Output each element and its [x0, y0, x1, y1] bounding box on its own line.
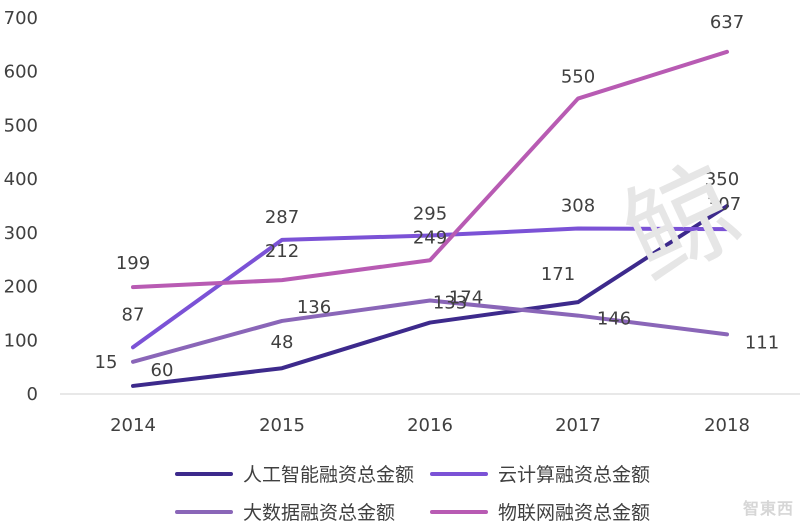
data-label-bigdata: 146	[597, 309, 631, 330]
x-tick-label: 2015	[259, 415, 305, 436]
legend-label-iot: 物联网融资总金额	[498, 502, 651, 524]
y-tick-label: 200	[4, 277, 38, 298]
legend-item-ai: 人工智能融资总金额	[175, 460, 414, 487]
series-line-bigdata	[131, 298, 729, 364]
logo-text: 智東西	[742, 499, 794, 518]
legend-swatch-bigdata	[175, 509, 233, 514]
legend-item-iot: 物联网融资总金额	[430, 498, 650, 525]
data-label-bigdata: 111	[745, 332, 779, 353]
data-label-iot: 212	[265, 241, 299, 262]
data-label-cloud: 308	[561, 196, 595, 217]
y-tick-label: 700	[4, 8, 38, 29]
data-label-bigdata: 174	[449, 288, 483, 309]
x-tick-label: 2018	[704, 415, 750, 436]
y-tick-label: 500	[4, 115, 38, 136]
chart-legend: 人工智能融资总金额 云计算融资总金额 大数据融资总金额 物联网融资总金额	[0, 452, 800, 524]
legend-label-ai: 人工智能融资总金额	[243, 464, 415, 486]
legend-label-bigdata: 大数据融资总金额	[243, 502, 396, 524]
legend-item-cloud: 云计算融资总金额	[430, 460, 650, 487]
series-line-iot	[131, 49, 729, 290]
data-label-cloud: 295	[413, 204, 447, 225]
x-tick-label: 2017	[555, 415, 601, 436]
data-label-ai: 171	[541, 264, 575, 285]
series-line-ai	[131, 204, 729, 388]
data-label-ai: 133	[433, 293, 467, 314]
data-label-bigdata: 136	[297, 297, 331, 318]
y-tick-label: 0	[27, 384, 38, 405]
data-label-cloud: 87	[122, 304, 145, 325]
legend-item-bigdata: 大数据融资总金额	[175, 498, 395, 525]
data-label-iot: 199	[116, 253, 150, 274]
data-label-ai: 15	[95, 352, 118, 373]
x-tick-label: 2014	[110, 415, 156, 436]
legend-swatch-cloud	[430, 471, 488, 476]
data-label-iot: 637	[710, 12, 744, 33]
data-label-bigdata: 60	[151, 360, 174, 381]
y-tick-label: 600	[4, 62, 38, 83]
data-label-iot: 550	[561, 67, 595, 88]
legend-label-cloud: 云计算融资总金额	[498, 464, 651, 486]
data-label-ai: 350	[705, 169, 739, 190]
series-line-cloud	[131, 226, 729, 350]
line-chart: 0 100 200 300 400 500 600 700 2014 2015 2016 2017 20…	[4, 8, 800, 436]
data-label-cloud: 287	[265, 207, 299, 228]
legend-swatch-iot	[430, 509, 488, 514]
data-label-ai: 48	[271, 332, 294, 353]
legend-swatch-ai	[175, 471, 233, 476]
data-label-iot: 249	[413, 227, 447, 248]
y-tick-label: 300	[4, 223, 38, 244]
data-label-cloud: 307	[707, 194, 741, 215]
y-tick-label: 100	[4, 330, 38, 351]
y-tick-label: 400	[4, 169, 38, 190]
x-tick-label: 2016	[407, 415, 453, 436]
